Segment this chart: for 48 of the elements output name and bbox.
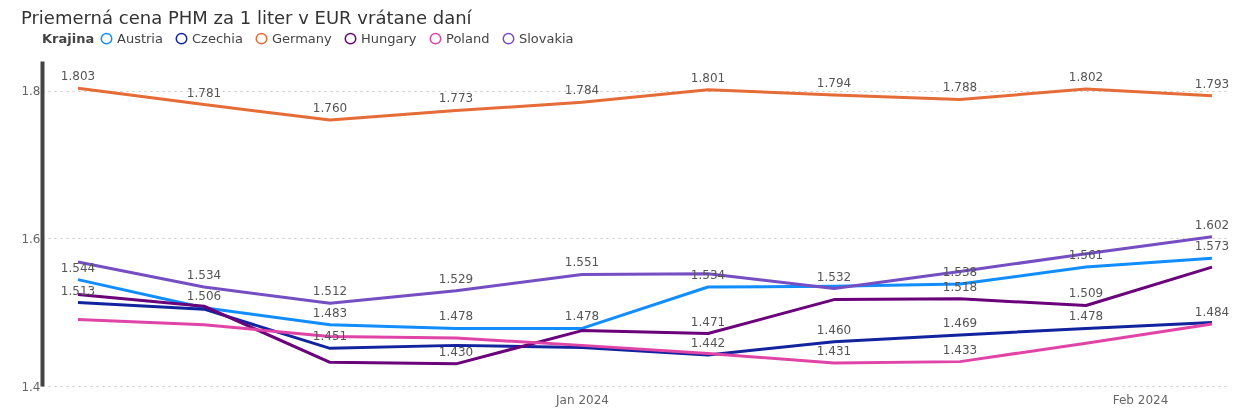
data-label: 1.431 (816, 344, 852, 359)
data-label: 1.478 (438, 309, 474, 324)
data-label: 1.442 (690, 335, 726, 350)
data-label: 1.433 (942, 342, 978, 357)
data-label: 1.793 (1194, 76, 1230, 91)
data-label: 1.478 (1068, 309, 1104, 324)
data-label: 1.803 (60, 69, 96, 84)
data-label: 1.513 (60, 283, 96, 298)
data-label: 1.534 (690, 268, 726, 283)
data-label: 1.781 (186, 85, 222, 100)
data-label: 1.509 (1068, 286, 1104, 301)
data-label: 1.471 (690, 314, 726, 329)
y-tick-label: 1.8 (21, 84, 41, 99)
y-tick-label: 1.6 (21, 231, 41, 246)
data-label: 1.551 (564, 255, 600, 270)
x-tick-label: Feb 2024 (1112, 392, 1169, 407)
data-label: 1.484 (1194, 304, 1230, 319)
data-label: 1.802 (1068, 70, 1104, 85)
data-label: 1.602 (1194, 217, 1230, 232)
legend-label: Czechia (192, 30, 243, 46)
data-label: 1.801 (690, 70, 726, 85)
data-label: 1.512 (312, 284, 348, 299)
data-label: 1.534 (186, 268, 222, 283)
data-label: 1.532 (816, 269, 852, 284)
chart-title: Priemerná cena PHM za 1 liter v EUR vrátane daní (20, 7, 473, 28)
line-series (76, 318, 1214, 365)
data-label: 1.784 (564, 83, 600, 98)
data-label: 1.529 (438, 271, 474, 286)
data-label: 1.469 (942, 316, 978, 331)
legend-label: Austria (117, 30, 163, 46)
legend-title: Krajina (42, 31, 95, 46)
data-label: 1.573 (1194, 239, 1230, 254)
data-label: 1.760 (312, 101, 348, 116)
data-label: 1.773 (438, 91, 474, 106)
x-tick-label: Jan 2024 (555, 392, 609, 407)
data-label: 1.788 (942, 80, 978, 95)
legend-label: Hungary (361, 30, 417, 46)
data-label: 1.794 (816, 75, 852, 90)
legend-label: Slovakia (519, 30, 574, 46)
legend-label: Germany (272, 30, 333, 46)
data-label: 1.478 (564, 309, 600, 324)
data-label: 1.544 (60, 260, 96, 275)
data-label: 1.483 (312, 305, 348, 320)
data-label: 1.430 (438, 344, 474, 359)
legend-label: Poland (446, 30, 490, 46)
data-label: 1.506 (186, 288, 222, 303)
y-tick-label: 1.4 (21, 379, 41, 394)
data-label: 1.460 (816, 322, 852, 337)
